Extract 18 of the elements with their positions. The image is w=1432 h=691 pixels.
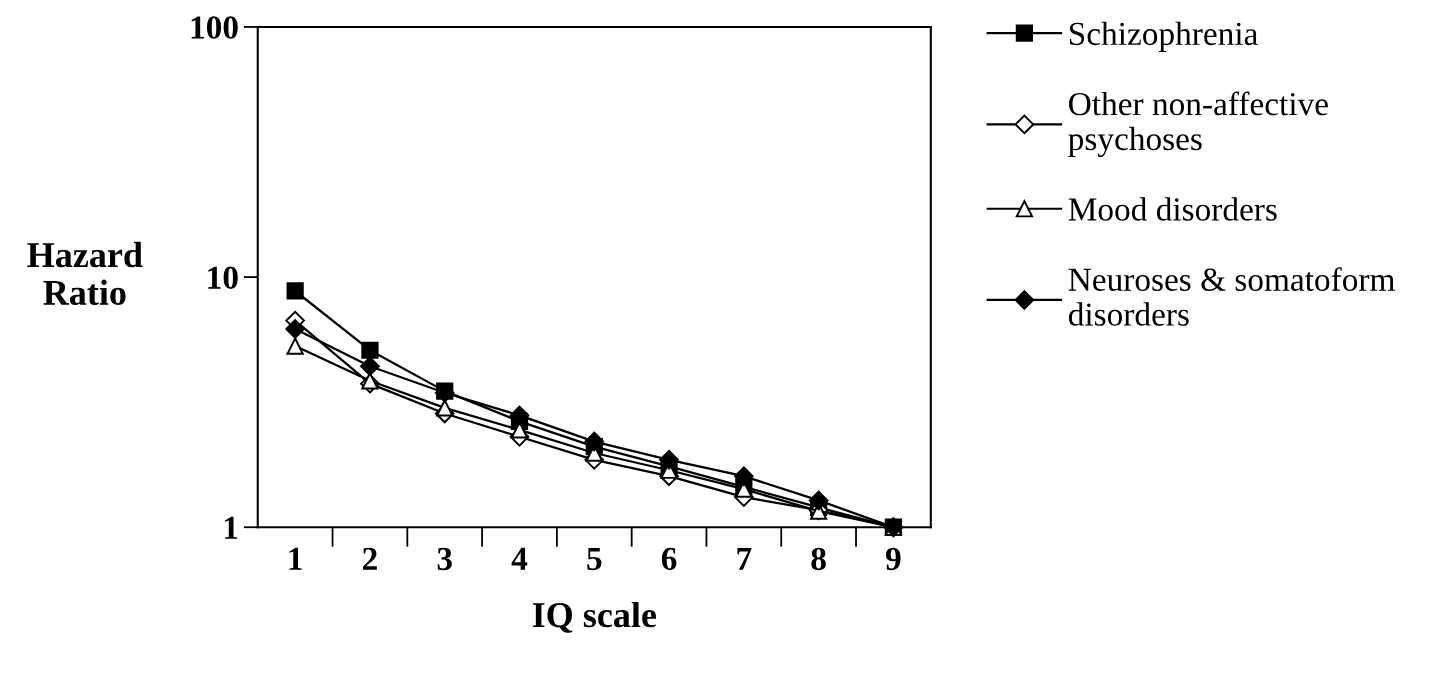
y-tick-label: 10: [208, 266, 238, 289]
x-tick-label: 5: [587, 547, 602, 571]
x-tick-label: 2: [363, 547, 377, 570]
y-tick-label: 100: [191, 16, 238, 39]
x-tick-label: 4: [511, 547, 528, 570]
legend-label: Other non-affective psychoses: [1068, 91, 1328, 158]
x-tick-label: 9: [885, 547, 901, 571]
y-axis-title: Hazard Ratio: [27, 241, 143, 306]
legend-label: Neuroses & somatoform disorders: [1068, 267, 1395, 326]
legend-label: Mood disorders: [1068, 197, 1277, 221]
y-tick-label: 1: [225, 516, 238, 539]
x-tick-label: 8: [811, 547, 826, 571]
x-tick-label: 3: [437, 547, 452, 571]
legend-label: Schizophrenia: [1069, 21, 1258, 52]
x-tick-label: 1: [289, 547, 302, 570]
x-tick-label: 6: [661, 547, 677, 571]
x-tick-label: 7: [737, 547, 752, 570]
x-axis-title: IQ scale: [532, 601, 657, 633]
